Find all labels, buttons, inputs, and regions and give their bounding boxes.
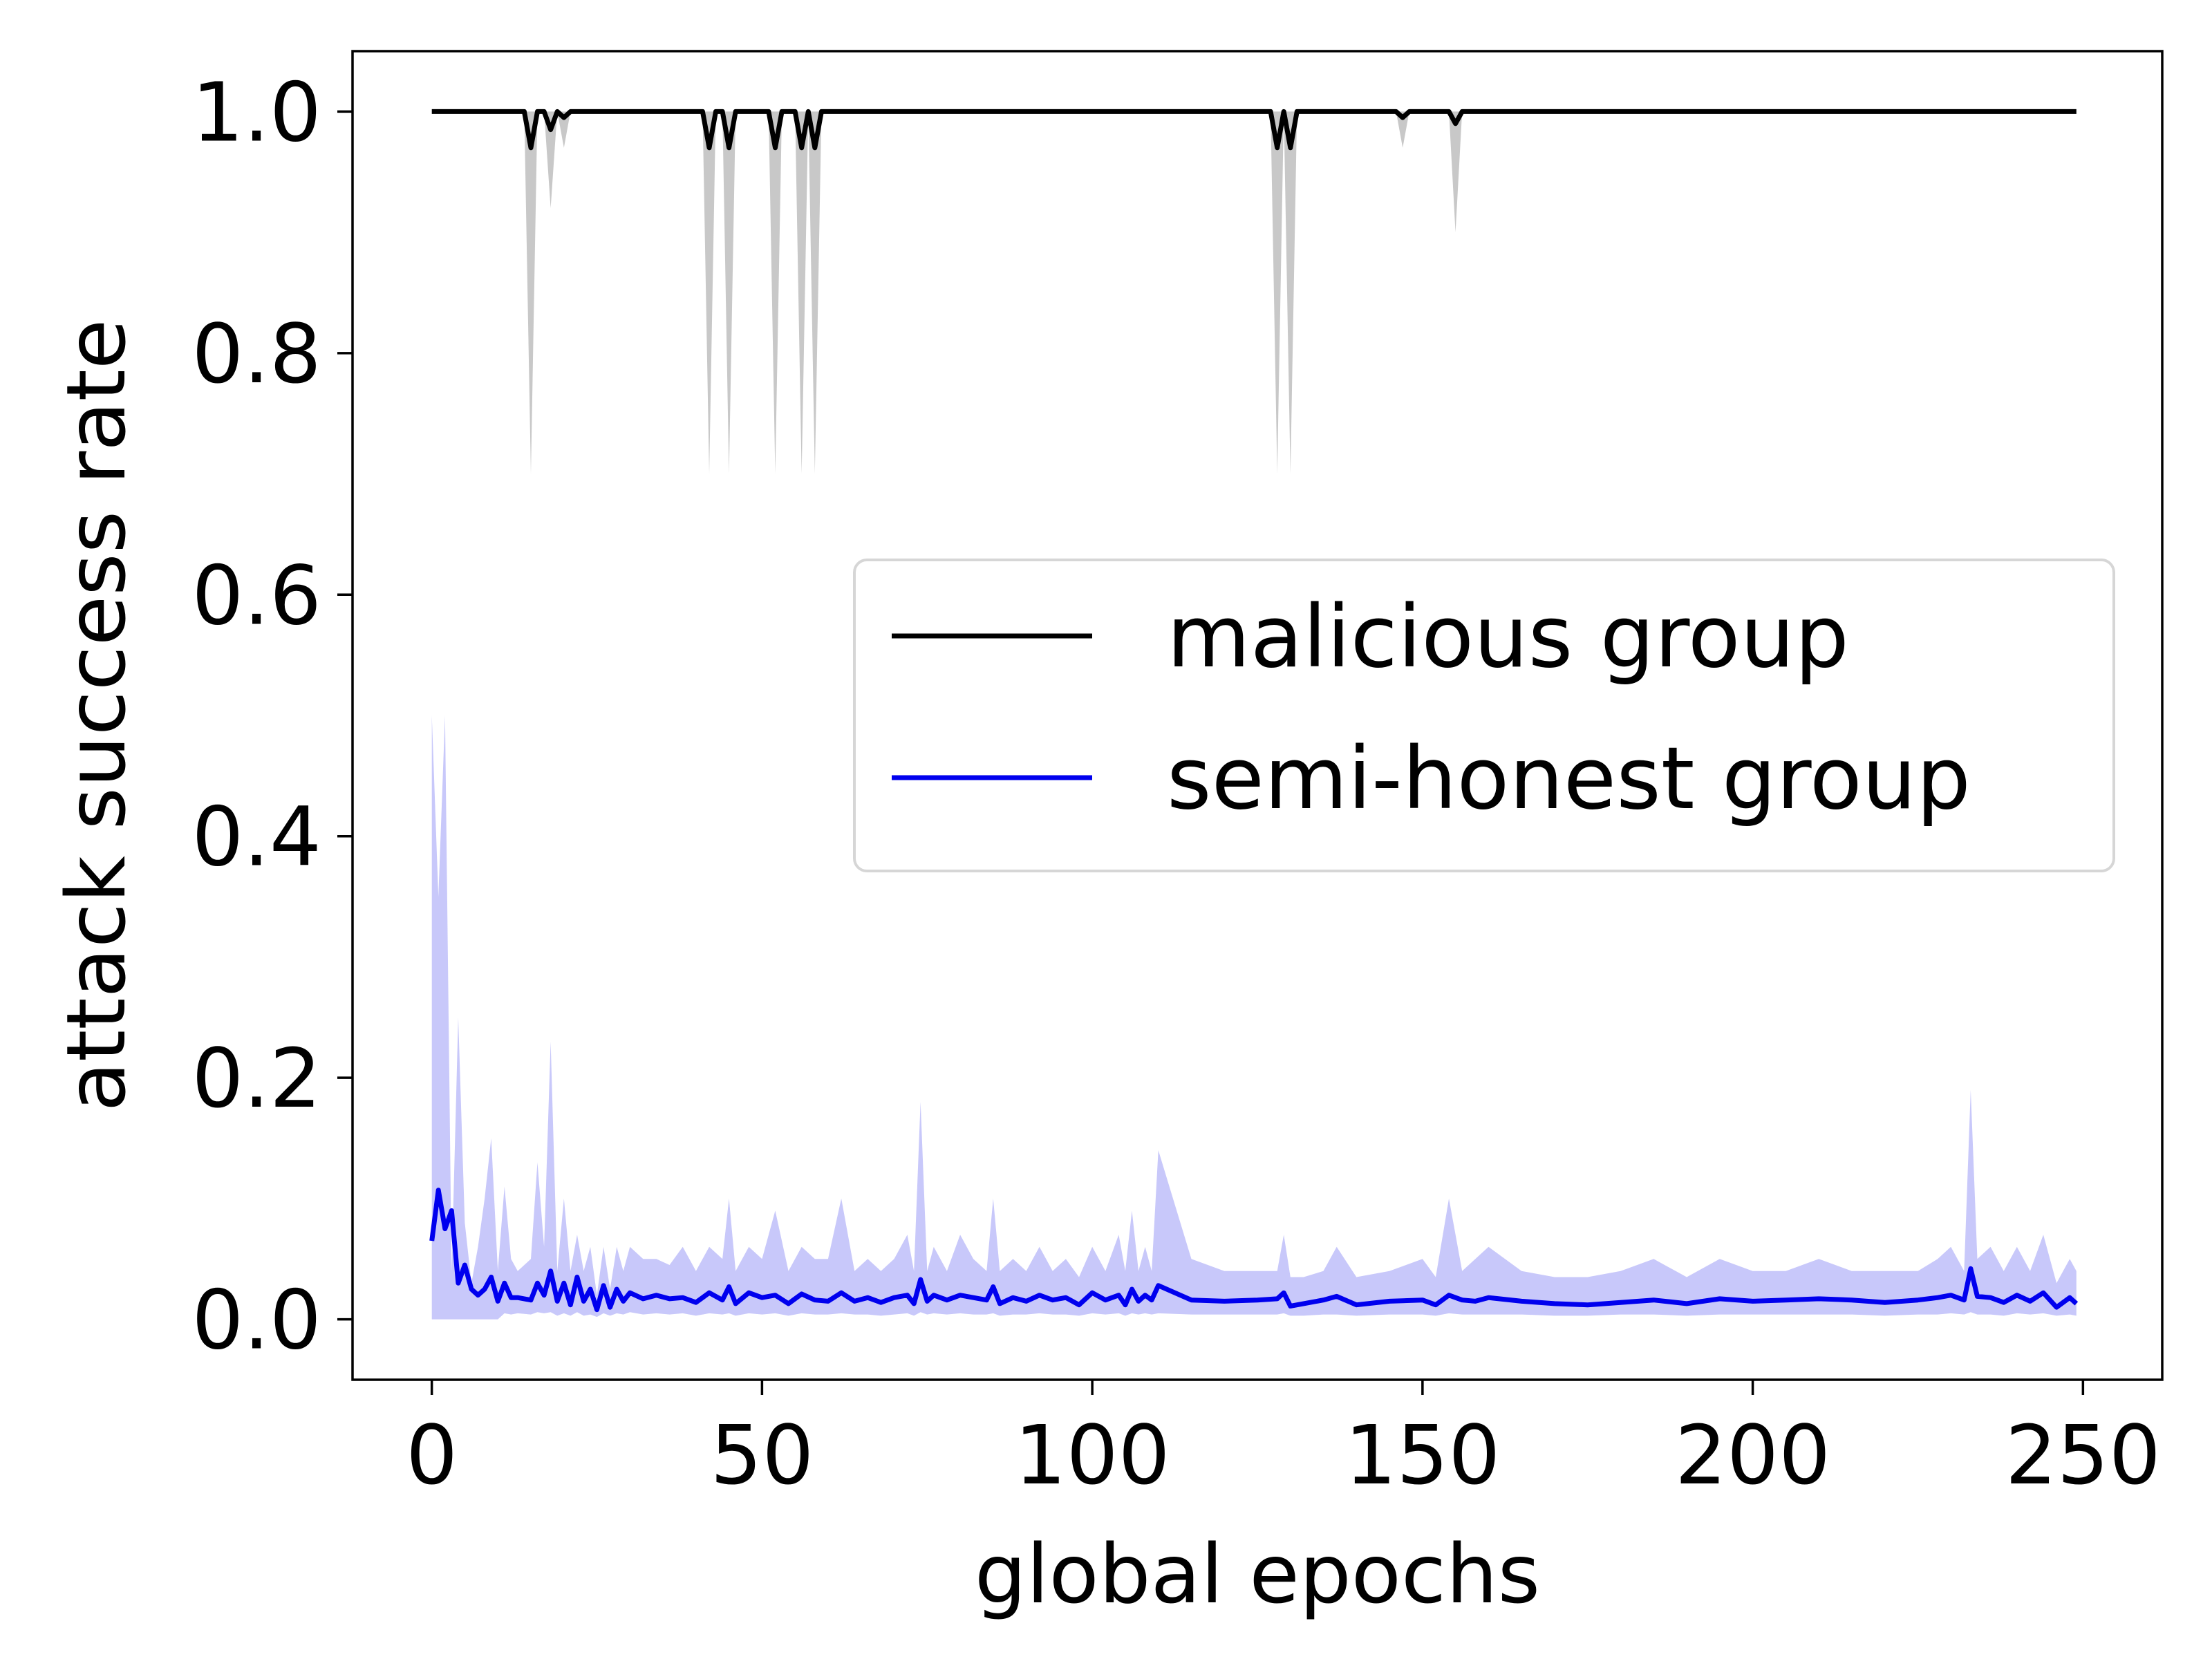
axes-frame <box>351 50 2164 1381</box>
legend: malicious group semi-honest group <box>853 559 2115 872</box>
x-tick-label: 0 <box>406 1407 458 1503</box>
x-axis-title: global epochs <box>975 1526 1540 1622</box>
y-tick-label: 0.2 <box>191 1031 321 1126</box>
plot-area <box>429 109 2079 1320</box>
series-0-line <box>431 109 2077 151</box>
legend-label-0: malicious group <box>1167 588 1849 687</box>
x-tick-label: 50 <box>710 1407 814 1503</box>
y-axis-title: attack success rate <box>48 319 144 1112</box>
x-tick-label: 150 <box>1344 1407 1500 1503</box>
y-tick-label: 1.0 <box>191 64 321 160</box>
y-tick-label: 0.6 <box>191 547 321 643</box>
x-tick-label: 100 <box>1015 1407 1170 1503</box>
y-tick-label: 0.0 <box>191 1273 321 1368</box>
x-tick-label: 200 <box>1675 1407 1830 1503</box>
x-tick-label: 250 <box>2005 1407 2161 1503</box>
legend-box <box>853 559 2115 872</box>
series-1-line <box>429 1188 2079 1313</box>
y-tick-label: 0.4 <box>191 789 321 885</box>
legend-label-1: semi-honest group <box>1167 729 1971 829</box>
y-tick-label: 0.8 <box>191 306 321 402</box>
axes: 0 50 100 150 200 250 0.0 0.2 0.4 0.6 0.8 1.0 global … <box>48 50 2164 1622</box>
